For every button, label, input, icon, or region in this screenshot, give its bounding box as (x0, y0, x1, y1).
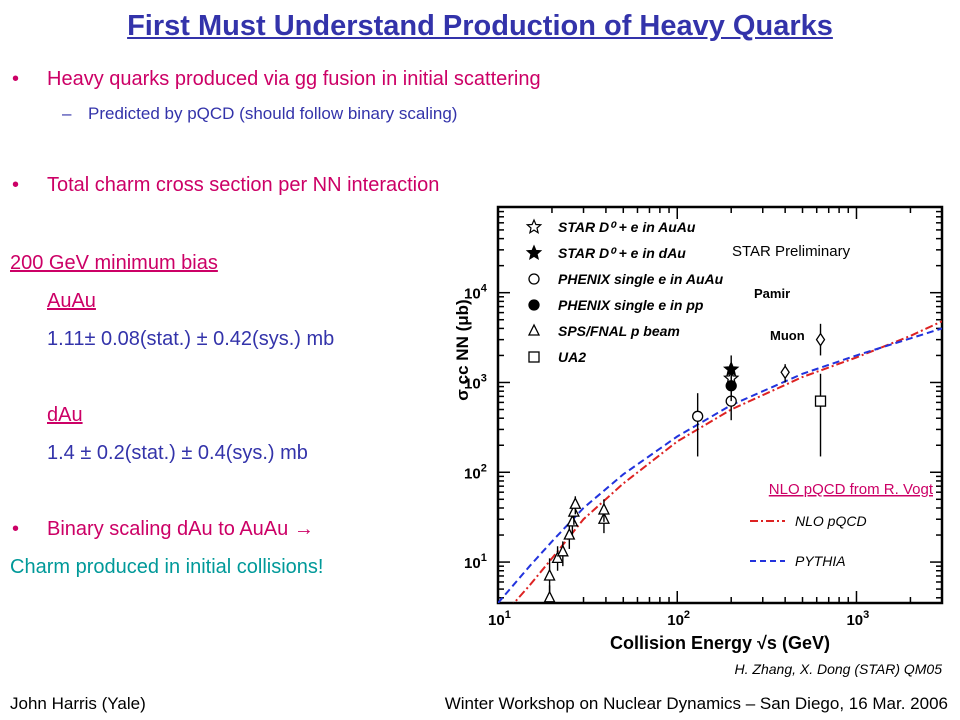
footer-event: Winter Workshop on Nuclear Dynamics – Sa… (444, 694, 948, 713)
footer-author: John Harris (Yale) (10, 694, 146, 713)
legend-label: SPS/FNAL p beam (558, 323, 680, 339)
legend-marker-star-filled (525, 244, 543, 260)
data-point-phenix-single-e-in-auau (692, 410, 704, 422)
legend-marker-triangle-open (527, 323, 541, 336)
legend-marker-square-open (528, 351, 540, 363)
slide-title: First Must Understand Production of Heav… (127, 10, 833, 42)
auau-label: AuAu (47, 290, 96, 312)
legend-label: STAR D⁰ + e in AuAu (558, 219, 696, 235)
x-axis-label: Collision Energy √s (GeV) (610, 633, 830, 653)
legend-label: PHENIX single e in pp (558, 297, 704, 313)
data-point-phenix-single-e-in-pp (725, 380, 737, 392)
y-tick-label: 102 (464, 462, 487, 482)
x-tick-label: 101 (488, 609, 511, 629)
data-point-sps-fnal-p-beam (566, 514, 579, 527)
bullet-charm-cross-section: Total charm cross section per NN interac… (47, 174, 440, 196)
data-point-sps-fnal-p-beam (543, 590, 556, 603)
auau-value: 1.11± 0.08(stat.) ± 0.42(sys.) mb (47, 328, 335, 350)
legend-label: STAR D⁰ + e in dAu (558, 245, 686, 261)
cross-section-chart: 101 102 103 101 102 103 104 Collision Energy √s… (453, 205, 944, 677)
legend-marker-circle-open (528, 273, 540, 285)
data-point-star-d-e-in-dau (722, 360, 740, 377)
sub-bullet-pqcd: Predicted by pQCD (should follow binary … (88, 104, 458, 123)
credit-label: H. Zhang, X. Dong (STAR) QM05 (735, 661, 943, 677)
data-point-sps-fnal-p-beam (569, 496, 582, 509)
pamir-label: Pamir (754, 286, 790, 301)
curves-group (498, 320, 942, 603)
curve-nlo-pqcd (512, 320, 942, 603)
curve-legend-label: PYTHIA (795, 553, 846, 569)
legend-marker-circle-filled (528, 299, 540, 311)
legend-label: PHENIX single e in AuAu (558, 271, 724, 287)
data-point-muon (780, 365, 790, 380)
bullet-dot: • (12, 174, 20, 196)
sub-bullet-dash: – (62, 104, 72, 123)
plot-frame (496, 205, 944, 605)
y-tick-label: 101 (464, 552, 487, 572)
y-tick-label: 103 (464, 372, 487, 392)
x-tick-label: 103 (846, 609, 869, 629)
bullet-heavy-quarks: Heavy quarks produced via gg fusion in i… (47, 68, 541, 90)
data-point-sps-fnal-p-beam (597, 502, 610, 515)
section-heading: 200 GeV minimum bias (10, 252, 218, 274)
y-tick-label: 104 (464, 283, 488, 303)
data-point-sps-fnal-p-beam (551, 550, 564, 563)
curve-legend-label: NLO pQCD (795, 513, 867, 529)
curve-pythia (498, 327, 942, 603)
legend-label: UA2 (558, 349, 586, 365)
conclusion-text: Charm produced in initial collisions! (10, 556, 324, 578)
legend-marker-star-open (525, 218, 543, 234)
data-point-sps-fnal-p-beam (543, 568, 556, 581)
dau-value: 1.4 ± 0.2(stat.) ± 0.4(sys.) mb (47, 442, 308, 464)
bullet-binary-scaling: Binary scaling dAu to AuAu → (47, 518, 314, 540)
x-tick-label: 102 (667, 609, 690, 629)
data-point-sps-fnal-p-beam (567, 504, 580, 517)
bullet-dot: • (12, 68, 20, 90)
star-preliminary-label: STAR Preliminary (732, 243, 851, 260)
data-point-ua2 (814, 395, 827, 407)
data-point-pamir (815, 332, 826, 347)
dau-label: dAu (47, 404, 83, 426)
data-point-sps-fnal-p-beam (556, 544, 569, 557)
muon-label: Muon (770, 328, 805, 343)
bullet-dot: • (12, 518, 20, 540)
nlo-source-label: NLO pQCD from R. Vogt (769, 481, 934, 498)
y-axis-label: σ cc NN (μb) (453, 299, 472, 400)
